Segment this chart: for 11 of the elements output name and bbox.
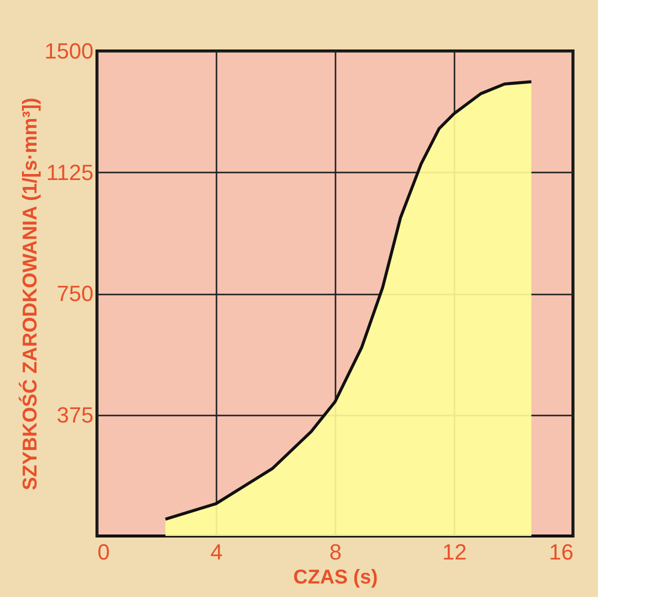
x-tick-label: 0 bbox=[98, 540, 110, 564]
y-tick-label: 1500 bbox=[44, 38, 94, 64]
x-tick-label: 4 bbox=[210, 540, 223, 564]
x-tick-label: 16 bbox=[549, 540, 574, 564]
x-tick-label: 12 bbox=[442, 540, 467, 564]
x-axis-title: CZAS (s) bbox=[293, 566, 378, 588]
y-tick-label: 1125 bbox=[46, 160, 94, 185]
y-tick-label: 750 bbox=[56, 281, 94, 306]
x-tick-label: 8 bbox=[329, 540, 342, 564]
y-tick-label: 375 bbox=[56, 402, 94, 428]
y-axis-title: SZYBKOŚĆ ZARODKOWANIA (1/[s·mm³]) bbox=[18, 98, 42, 490]
